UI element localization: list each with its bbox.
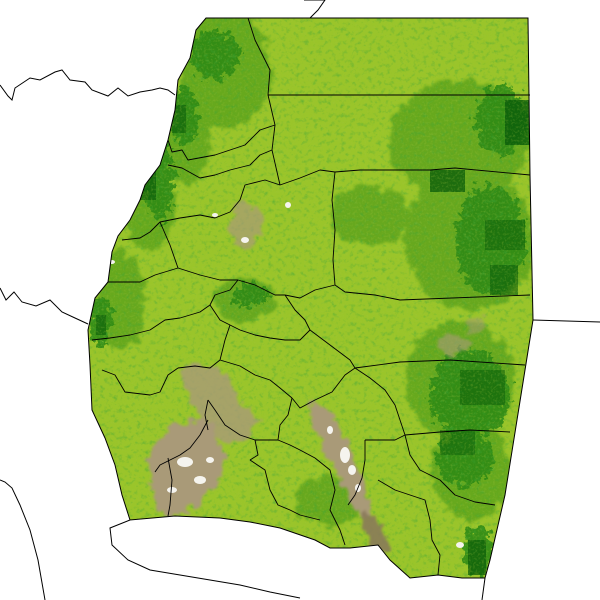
internal-boundaries	[91, 17, 531, 576]
study-area-boundary	[87, 17, 534, 579]
bare-ground-spots	[109, 202, 464, 548]
